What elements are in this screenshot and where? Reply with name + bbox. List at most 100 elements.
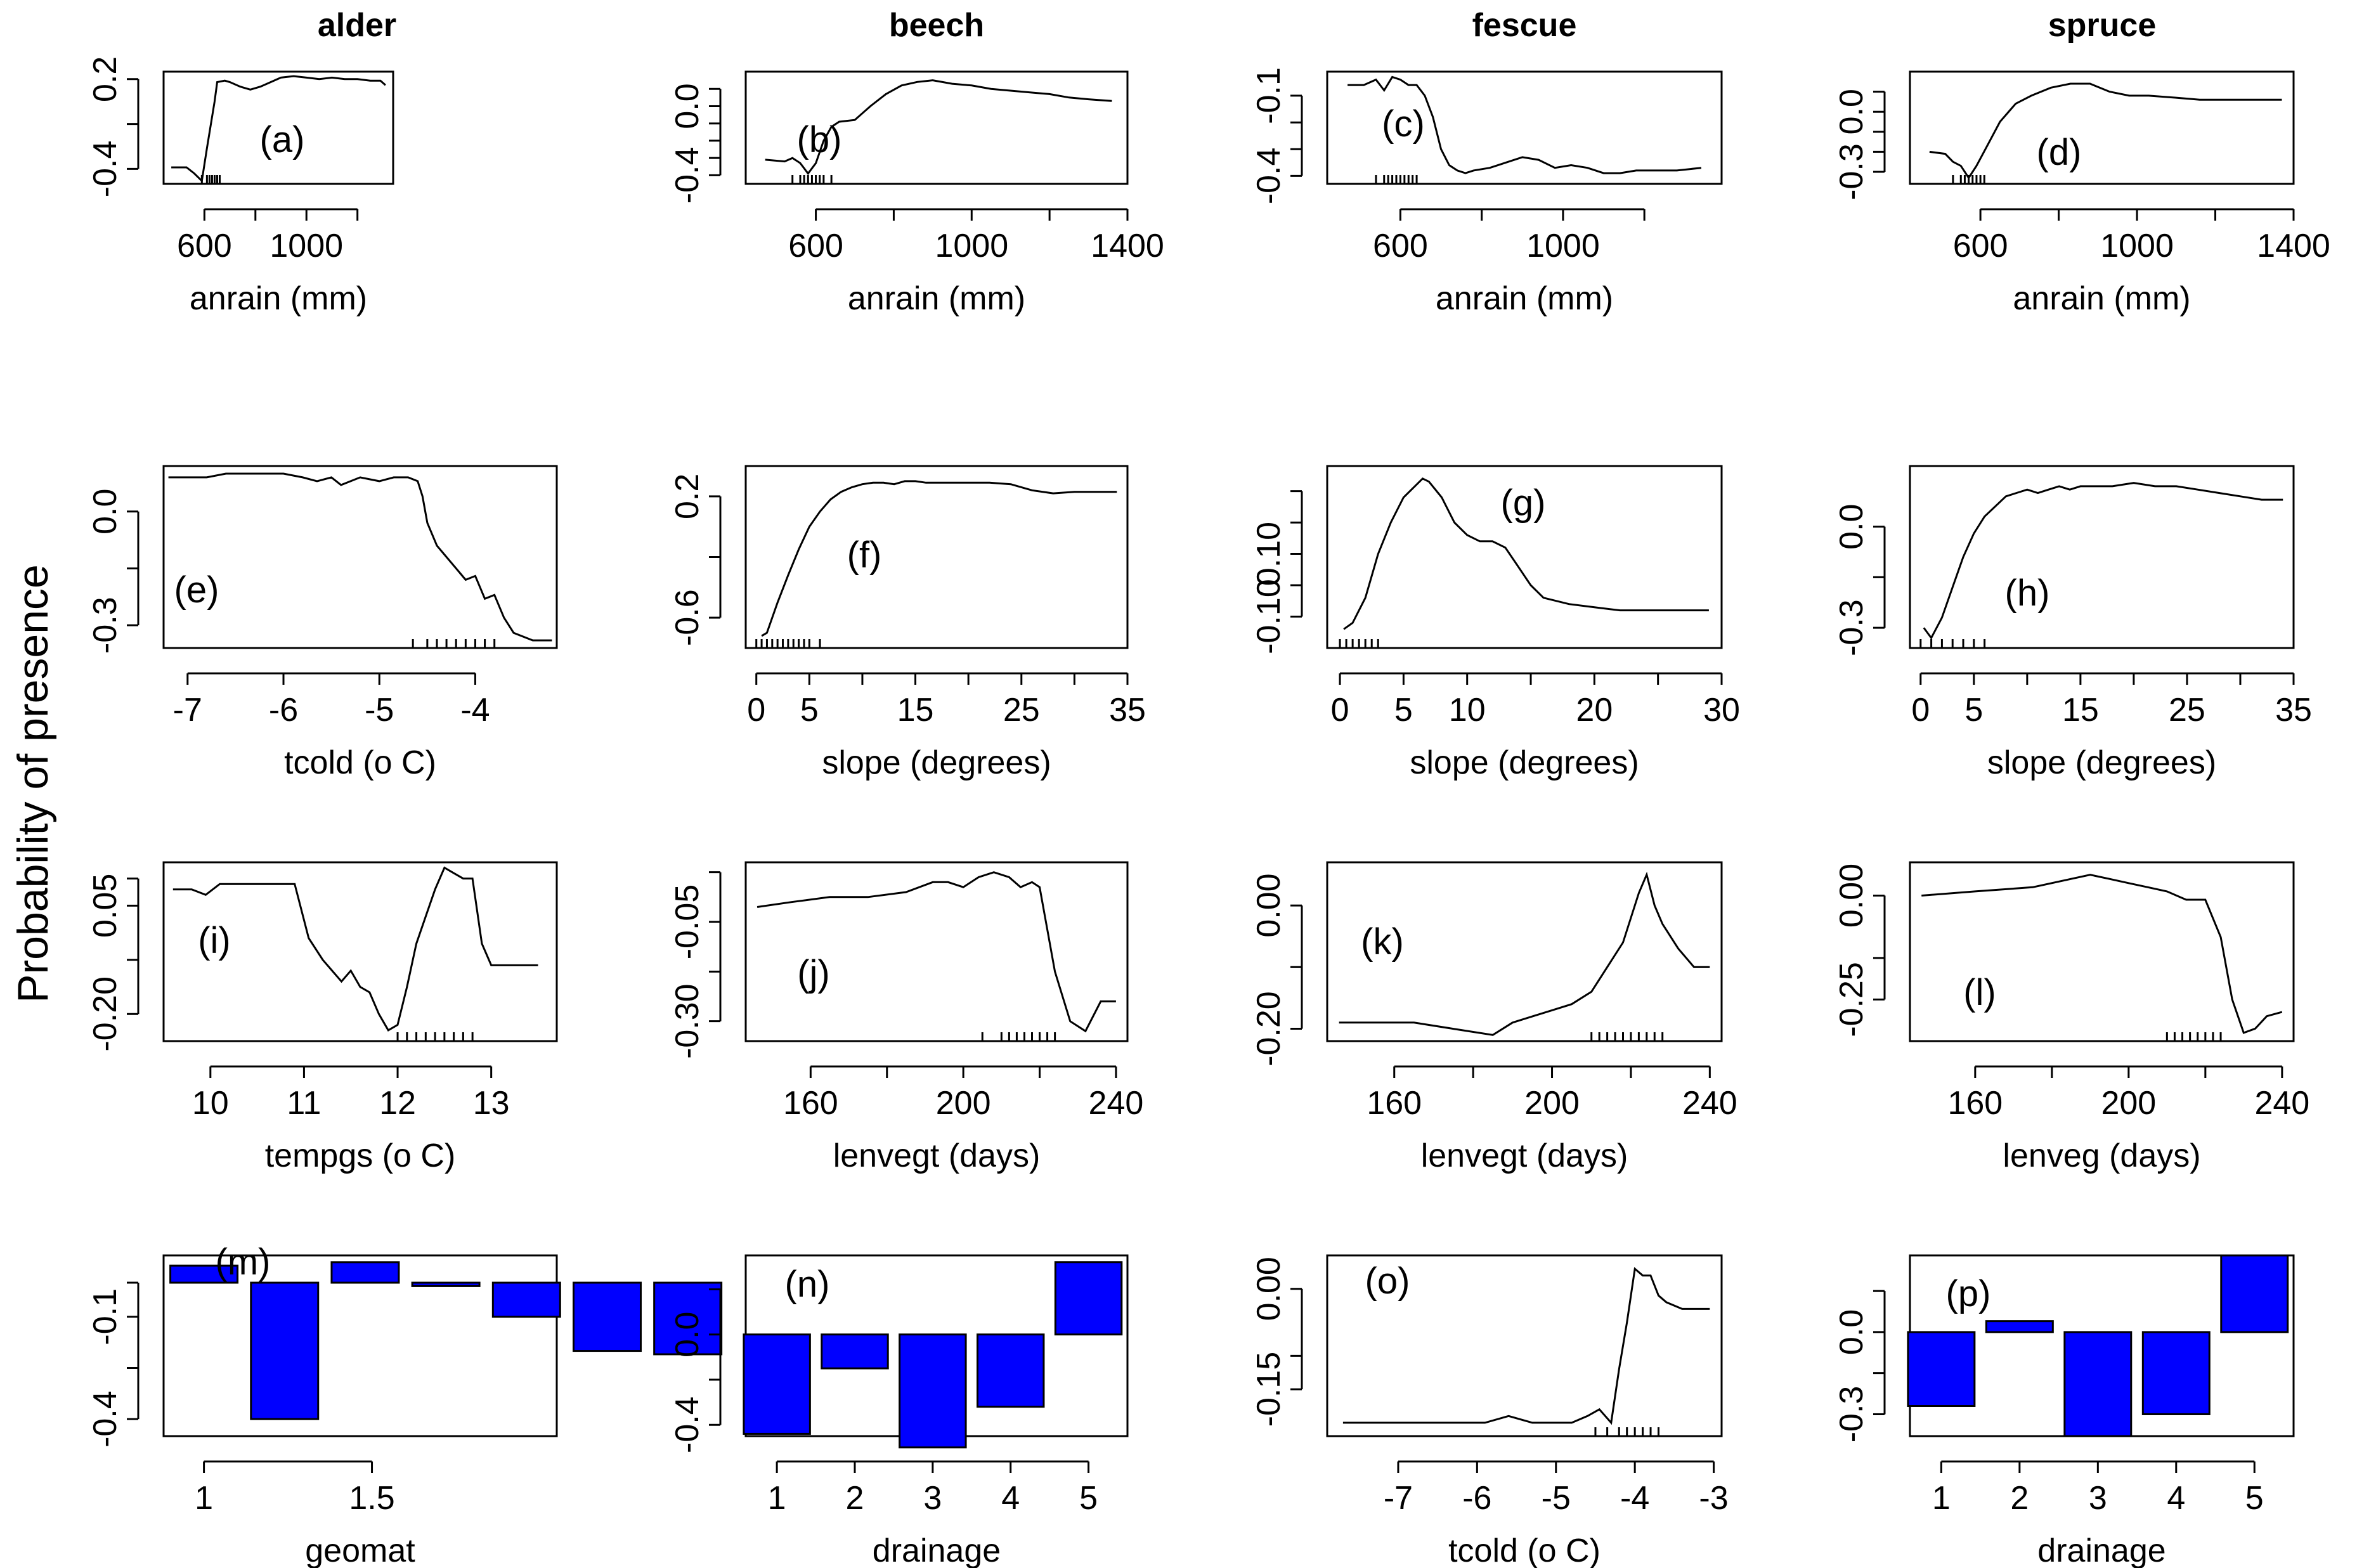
panel-frame xyxy=(162,70,394,185)
bar-5 xyxy=(2220,1254,2289,1333)
x-tick-label: 35 xyxy=(2275,692,2312,729)
bar-3 xyxy=(2063,1331,2133,1437)
x-tick-label: -4 xyxy=(460,692,490,729)
x-tick-label: 5 xyxy=(1964,692,1983,729)
panel-h: 0 5 15 25 35 -0.3 0.0 slope (degrees) (h) xyxy=(1833,465,2312,781)
y-tick-label: -0.20 xyxy=(87,976,124,1052)
x-tick-label: 600 xyxy=(177,228,232,264)
y-tick-label: 0.00 xyxy=(1833,864,1870,928)
bar-4 xyxy=(2141,1331,2211,1415)
x-tick-label: 2 xyxy=(846,1480,864,1517)
x-tick-label: 1400 xyxy=(2257,228,2330,264)
y-tick-label: -0.3 xyxy=(1833,599,1870,656)
y-tick-label: -0.4 xyxy=(669,1396,706,1453)
response-curve xyxy=(168,472,552,642)
panel-frame xyxy=(1326,70,1723,185)
x-tick-label: 600 xyxy=(1373,228,1428,264)
y-tick-label: -0.4 xyxy=(1250,148,1287,205)
response-curve xyxy=(171,75,386,183)
y-tick-label: -0.1 xyxy=(87,1288,124,1345)
response-curve xyxy=(1339,871,1710,1036)
panel-tag: (m) xyxy=(216,1241,271,1283)
x-tick-label: 15 xyxy=(897,692,934,729)
bar-1.5 xyxy=(330,1261,400,1284)
y-tick-label: 0.2 xyxy=(669,474,706,519)
x-tick-label: -4 xyxy=(1620,1480,1649,1517)
panel-tag: (p) xyxy=(1946,1273,1991,1314)
x-tick-label: 160 xyxy=(783,1085,838,1122)
x-tick-label: 30 xyxy=(1703,692,1740,729)
x-tick-label: -3 xyxy=(1699,1480,1728,1517)
response-curve xyxy=(756,871,1116,1033)
x-tick-label: 11 xyxy=(287,1085,321,1122)
y-tick-label: 0.00 xyxy=(1250,1257,1287,1321)
x-tick-label: 200 xyxy=(936,1085,991,1122)
response-curve xyxy=(1343,477,1709,630)
bar-2 xyxy=(491,1281,561,1318)
panel-g: 0 5 10 20 30 -0.100.10 slope (degrees) (g) xyxy=(1250,465,1740,781)
panel-c: 600 1000 -0.4 -0.1 anrain (mm) (c) xyxy=(1250,67,1723,317)
x-axis-label: lenvegt (days) xyxy=(1421,1137,1628,1174)
response-curve xyxy=(1347,75,1702,174)
y-tick-label: -0.4 xyxy=(87,1390,124,1448)
bar-2 xyxy=(1985,1320,2054,1333)
x-tick-label: 12 xyxy=(379,1085,416,1122)
bar-1.75 xyxy=(411,1281,481,1287)
response-curve xyxy=(172,866,538,1032)
bar-1 xyxy=(169,1264,239,1284)
panel-n: 1 2 3 4 5 -0.4 0.0 drainage (n) xyxy=(669,1254,1129,1568)
response-curve xyxy=(1923,482,2283,640)
panel-frame xyxy=(1326,861,1723,1042)
bar-1.25 xyxy=(250,1281,320,1420)
response-curve xyxy=(761,480,1117,637)
x-tick-label: 200 xyxy=(1524,1085,1580,1122)
x-tick-label: 1000 xyxy=(935,228,1008,264)
bar-4 xyxy=(977,1333,1045,1408)
panel-f: 0 5 15 25 35 -0.6 0.2 slope (degrees) (f) xyxy=(669,465,1146,781)
response-curve xyxy=(1929,82,2282,180)
panel-frame xyxy=(1909,861,2295,1042)
x-tick-label: 1000 xyxy=(1526,228,1600,264)
y-tick-label: -0.20 xyxy=(1250,991,1287,1066)
x-tick-label: 3 xyxy=(923,1480,942,1517)
x-axis-label: tempgs (o C) xyxy=(265,1137,456,1174)
x-axis-label: lenveg (days) xyxy=(2003,1137,2200,1174)
y-tick-label: -0.15 xyxy=(1250,1352,1287,1427)
x-tick-label: 5 xyxy=(1079,1480,1098,1517)
x-tick-label: 0 xyxy=(1331,692,1349,729)
column-title-spruce: spruce xyxy=(2048,7,2157,44)
bar-5 xyxy=(1054,1261,1123,1336)
x-tick-label: 13 xyxy=(473,1085,510,1122)
x-axis-label: geomat xyxy=(305,1532,415,1568)
panel-o: -7 -6 -5 -4 -3 -0.15 0.00 tcold (o C) (o) xyxy=(1250,1254,1729,1568)
bar-2 xyxy=(821,1333,889,1370)
panel-a: 600 1000 -0.4 0.2 anrain (mm) (a) xyxy=(87,56,394,317)
x-tick-label: -5 xyxy=(365,692,394,729)
x-axis-label: slope (degrees) xyxy=(1410,744,1639,781)
panel-l: 160 200 240 -0.25 0.00 lenveg (days) (l) xyxy=(1833,861,2309,1174)
y-tick-label: 0.0 xyxy=(669,1312,706,1357)
x-tick-label: 240 xyxy=(2254,1085,2309,1122)
x-tick-label: 5 xyxy=(1394,692,1413,729)
bar-1 xyxy=(743,1333,811,1435)
panel-b: 600 1000 1400 -0.4 0.0 anrain (mm) (b) xyxy=(669,70,1164,317)
panel-e: -7 -6 -5 -4 -0.3 0.0 tcold (o C) (e) xyxy=(87,465,558,781)
y-tick-label: 0.00 xyxy=(1250,873,1287,937)
y-tick-label: 0.05 xyxy=(87,874,124,938)
x-tick-label: 600 xyxy=(1953,228,2008,264)
x-tick-label: -7 xyxy=(1384,1480,1413,1517)
x-tick-label: 1 xyxy=(1932,1480,1951,1517)
x-tick-label: 5 xyxy=(800,692,819,729)
panel-tag: (c) xyxy=(1382,103,1425,145)
y-tick-label: 0.2 xyxy=(87,56,124,102)
panel-frame xyxy=(1909,70,2295,185)
panel-frame xyxy=(744,465,1129,649)
panel-tag: (g) xyxy=(1501,483,1546,524)
panel-frame xyxy=(1326,1254,1723,1437)
x-tick-label: 0 xyxy=(747,692,765,729)
panel-tag: (e) xyxy=(174,569,219,611)
x-tick-label: 0 xyxy=(1911,692,1930,729)
column-title-alder: alder xyxy=(318,7,396,44)
x-tick-label: 25 xyxy=(1003,692,1040,729)
